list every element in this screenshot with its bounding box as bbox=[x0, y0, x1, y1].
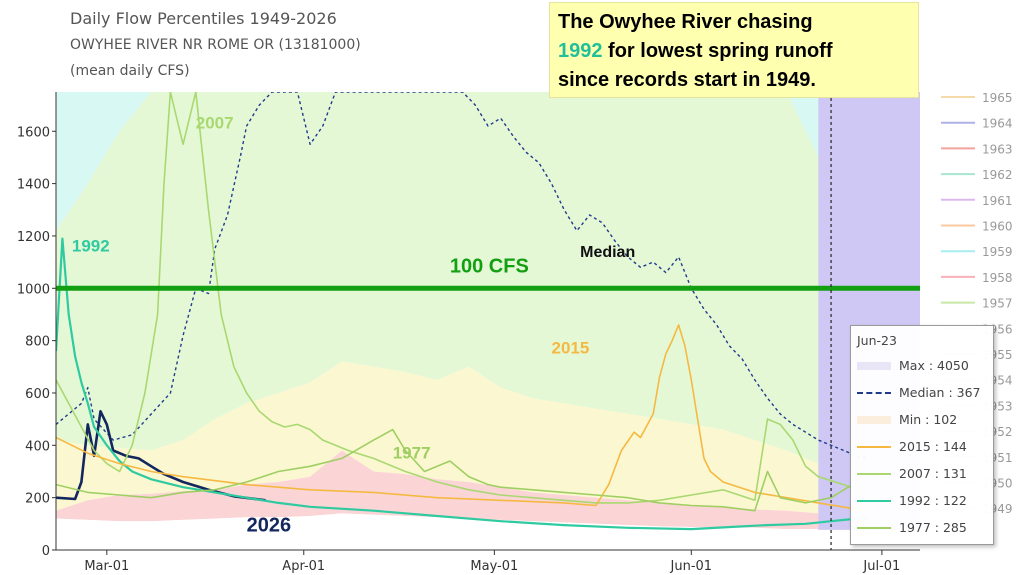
legend-item-1962: 1962 bbox=[982, 168, 1013, 182]
series-2026 bbox=[56, 410, 266, 502]
headline-line-3: since records start in 1949. bbox=[558, 69, 816, 91]
tooltip-row: Min : 102 bbox=[857, 406, 987, 433]
legend-item-1960: 1960 bbox=[982, 220, 1013, 234]
series-2015 bbox=[56, 324, 870, 514]
tooltip-row: 1977 : 285 bbox=[857, 514, 987, 541]
tooltip-row: Median : 367 bbox=[857, 379, 987, 406]
headline-year: 1992 bbox=[558, 40, 603, 62]
legend-item-1961: 1961 bbox=[982, 194, 1013, 208]
y-tick-label: 1000 bbox=[17, 282, 50, 297]
x-tick-label: Mar-01 bbox=[84, 559, 129, 574]
label-2007: 2007 bbox=[196, 114, 234, 133]
x-tick-label: May-01 bbox=[470, 559, 518, 574]
tooltip-swatch bbox=[857, 361, 891, 370]
chart-title-block: Daily Flow Percentiles 1949-2026 OWYHEE … bbox=[70, 6, 361, 84]
y-tick-label: 800 bbox=[25, 335, 50, 350]
y-tick-label: 1600 bbox=[17, 125, 50, 140]
legend-item-1965: 1965 bbox=[982, 91, 1013, 105]
tooltip-label: Median : 367 bbox=[899, 385, 981, 400]
band-min bbox=[56, 513, 920, 550]
x-tick-label: Apr-01 bbox=[282, 559, 325, 574]
label-2015: 2015 bbox=[552, 339, 590, 358]
legend-item-1959: 1959 bbox=[982, 245, 1013, 259]
headline-line-2-text: for lowest spring runoff bbox=[602, 40, 833, 62]
tooltip-label: 1977 : 285 bbox=[899, 520, 967, 535]
legend-item-1964: 1964 bbox=[982, 117, 1013, 131]
label-median: Median bbox=[580, 244, 635, 261]
chart-subtitle: OWYHEE RIVER NR ROME OR (13181000) bbox=[70, 37, 361, 53]
tooltip-label: Max : 4050 bbox=[899, 358, 969, 373]
tooltip-label: Min : 102 bbox=[899, 412, 958, 427]
band-upper bbox=[56, 92, 920, 493]
band-lower bbox=[56, 450, 920, 532]
tooltip-label: 1992 : 122 bbox=[899, 493, 967, 508]
label-2026: 2026 bbox=[247, 515, 292, 537]
legend-item-1958: 1958 bbox=[982, 271, 1013, 285]
tooltip-swatch bbox=[857, 391, 891, 394]
tooltip-label: 2015 : 144 bbox=[899, 439, 967, 454]
legend-item-1963: 1963 bbox=[982, 142, 1013, 156]
chart-units: (mean daily CFS) bbox=[70, 63, 190, 79]
y-tick-label: 1200 bbox=[17, 230, 50, 245]
tooltip-swatch bbox=[857, 526, 891, 529]
label-1977: 1977 bbox=[393, 443, 431, 462]
legend-item-1957: 1957 bbox=[982, 297, 1013, 311]
label-1992: 1992 bbox=[72, 237, 110, 256]
headline-line-1: The Owyhee River chasing bbox=[558, 11, 813, 33]
tooltip-rows: Max : 4050 Median : 367 Min : 102 2015 : 14… bbox=[857, 352, 987, 541]
tooltip-row: 1992 : 122 bbox=[857, 487, 987, 514]
tooltip-row: Max : 4050 bbox=[857, 352, 987, 379]
series-1977 bbox=[56, 428, 870, 512]
band-middle bbox=[56, 361, 920, 522]
series-1992 bbox=[56, 237, 870, 531]
chart-title: Daily Flow Percentiles 1949-2026 bbox=[70, 9, 337, 28]
tooltip-swatch bbox=[857, 445, 891, 448]
series-2007 bbox=[56, 92, 870, 517]
y-tick-label: 200 bbox=[25, 492, 50, 507]
headline-box: The Owyhee River chasing 1992 for lowest… bbox=[549, 2, 919, 98]
x-tick-label: Jun-01 bbox=[670, 559, 713, 574]
tooltip-label: 2007 : 131 bbox=[899, 466, 967, 481]
tooltip-date: Jun-23 bbox=[857, 333, 897, 348]
y-tick-label: 400 bbox=[25, 439, 50, 454]
headline-line-2: 1992 for lowest spring runoff bbox=[558, 37, 910, 66]
label-100-cfs: 100 CFS bbox=[450, 256, 529, 278]
y-tick-label: 1400 bbox=[17, 178, 50, 193]
tooltip-row: 2007 : 131 bbox=[857, 460, 987, 487]
tooltip: Jun-23 Max : 4050 Median : 367 Min : 102 20… bbox=[850, 325, 994, 545]
x-tick-label: Jul-01 bbox=[862, 559, 900, 574]
y-tick-label: 0 bbox=[42, 544, 50, 559]
y-tick-label: 600 bbox=[25, 387, 50, 402]
tooltip-swatch bbox=[857, 499, 891, 502]
tooltip-swatch bbox=[857, 415, 891, 424]
tooltip-row: 2015 : 144 bbox=[857, 433, 987, 460]
tooltip-swatch bbox=[857, 472, 891, 475]
